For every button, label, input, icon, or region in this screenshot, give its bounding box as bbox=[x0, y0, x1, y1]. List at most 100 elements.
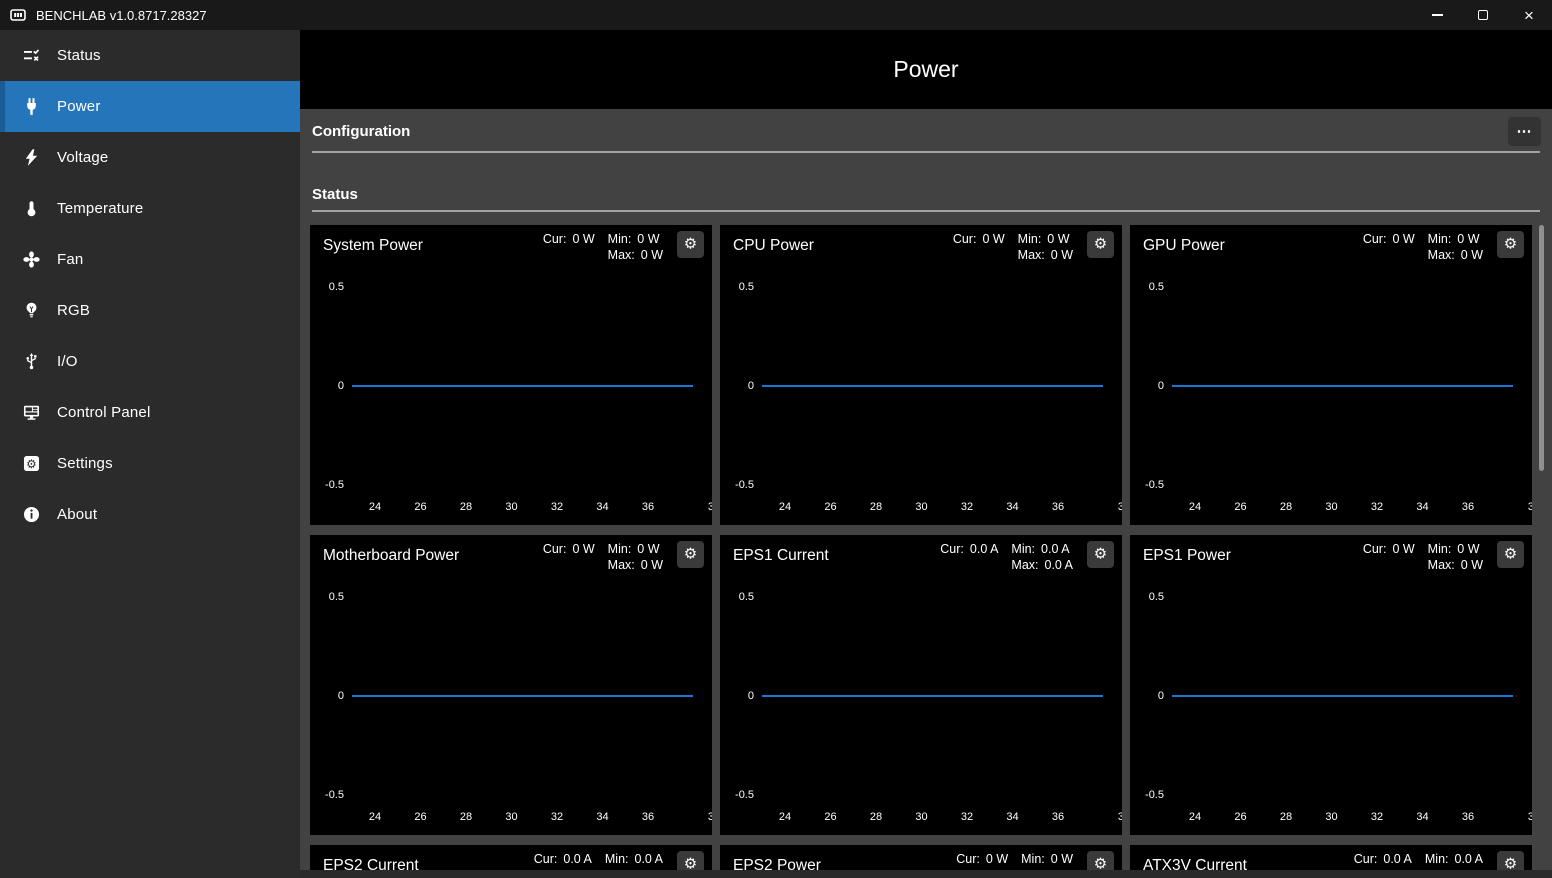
stat-max-label: Max: bbox=[607, 248, 635, 262]
chart-plot: 0.5 0 -0.5 24 26 28 30 32 34 36 38 bbox=[310, 535, 712, 835]
app-logo-icon bbox=[10, 9, 26, 21]
stat-max-label: Max: bbox=[1427, 558, 1455, 572]
chart-card: 0.5 0 -0.5 24 26 28 30 32 34 36 38 CPU Power Cu… bbox=[720, 225, 1122, 525]
stat-cur-label: Cur: bbox=[1362, 232, 1387, 246]
vertical-scrollbar-thumb[interactable] bbox=[1539, 225, 1544, 471]
close-button[interactable]: × bbox=[1506, 0, 1552, 30]
chart-title: CPU Power bbox=[733, 237, 814, 254]
x-axis: 24 26 28 30 32 34 36 38 bbox=[1130, 500, 1532, 515]
x-tick-label: 26 bbox=[414, 811, 427, 823]
stat-min-label: Min: bbox=[1427, 232, 1452, 246]
chart-settings-button[interactable]: ⚙ bbox=[1087, 541, 1114, 568]
x-tick-label: 38 bbox=[1117, 501, 1122, 513]
stat-min-value: 0.0 A bbox=[1454, 852, 1484, 866]
x-tick-label: 28 bbox=[459, 811, 473, 823]
sidebar-item-power[interactable]: Power bbox=[0, 81, 300, 132]
chart-stats: Cur:0 W Min:0 W Max: ⚙ bbox=[956, 851, 1114, 878]
stat-cur-label: Cur: bbox=[952, 232, 977, 246]
y-tick-label: 0.5 bbox=[738, 591, 754, 603]
x-tick-label: 24 bbox=[1188, 811, 1202, 823]
x-tick-label: 26 bbox=[1234, 501, 1247, 513]
sidebar-item-status[interactable]: Status bbox=[0, 30, 300, 81]
sidebar-item-label: RGB bbox=[57, 302, 91, 319]
status-checklist-icon bbox=[21, 46, 41, 66]
x-tick-label: 28 bbox=[459, 501, 473, 513]
y-tick-label: 0 bbox=[337, 690, 344, 702]
y-tick-label: -0.5 bbox=[325, 479, 344, 491]
y-tick-label: 0.5 bbox=[328, 281, 344, 293]
x-tick-label: 24 bbox=[778, 501, 792, 513]
chart-settings-button[interactable]: ⚙ bbox=[677, 541, 704, 568]
stat-max-value: 0 W bbox=[1460, 558, 1483, 572]
series-line bbox=[352, 385, 693, 387]
maximize-button[interactable] bbox=[1460, 0, 1506, 30]
sidebar-item-about[interactable]: About bbox=[0, 489, 300, 540]
y-tick-label: 0 bbox=[1157, 690, 1164, 702]
stat-cur-value: 0 W bbox=[985, 852, 1009, 866]
minimize-button[interactable] bbox=[1414, 0, 1460, 30]
chart-stats: Cur:0.0 A Min:0.0 A Max: ⚙ bbox=[534, 851, 704, 878]
stat-cur-label: Cur: bbox=[940, 542, 964, 556]
stat-cur-value: 0.0 A bbox=[563, 852, 592, 866]
chart-settings-button[interactable]: ⚙ bbox=[1497, 541, 1524, 568]
stat-cur-label: Cur: bbox=[1362, 542, 1387, 556]
stat-cur-value: 0 W bbox=[1392, 542, 1415, 556]
x-tick-label: 36 bbox=[1051, 811, 1065, 823]
stat-min-label: Min: bbox=[1011, 542, 1036, 556]
chart-card: 0.5 0 -0.5 24 26 28 30 32 34 36 38 EPS1 Current… bbox=[720, 535, 1122, 835]
chart-title: GPU Power bbox=[1143, 237, 1225, 254]
x-tick-label: 34 bbox=[1416, 811, 1429, 823]
x-tick-label: 30 bbox=[1325, 501, 1338, 513]
sidebar-item-label: Power bbox=[57, 98, 101, 115]
sidebar-item-io[interactable]: I/O bbox=[0, 336, 300, 387]
sidebar-item-control-panel[interactable]: Control Panel bbox=[0, 387, 300, 438]
chart-stats: Cur: 0 W Min: 0 W Max: 0 W ⚙ bbox=[953, 231, 1114, 263]
gear-icon: ⚙ bbox=[1503, 855, 1518, 873]
chart-plot: 0.5 0 -0.5 24 26 28 30 32 34 36 38 bbox=[1130, 535, 1532, 835]
x-tick-label: 28 bbox=[1279, 811, 1293, 823]
sidebar-item-rgb[interactable]: RGB bbox=[0, 285, 300, 336]
x-tick-label: 32 bbox=[1370, 501, 1384, 513]
main-content: Power Configuration ⋯ Status 0.5 0 -0.5 … bbox=[300, 30, 1552, 878]
stat-max-value: 0 W bbox=[640, 558, 663, 572]
stat-cur-label: Cur: bbox=[542, 232, 567, 246]
sidebar-item-label: Control Panel bbox=[57, 404, 151, 421]
sidebar-item-voltage[interactable]: Voltage bbox=[0, 132, 300, 183]
x-tick-label: 32 bbox=[1370, 811, 1384, 823]
sidebar-item-temperature[interactable]: Temperature bbox=[0, 183, 300, 234]
x-tick-label: 32 bbox=[550, 811, 564, 823]
sidebar-item-settings[interactable]: ⚙ Settings bbox=[0, 438, 300, 489]
chart-card: 0.5 0 -0.5 24 26 28 30 32 34 36 38 GPU Power Cu… bbox=[1130, 225, 1532, 525]
chart-card-header: GPU Power Cur: 0 W Min: 0 W Max: 0 W bbox=[1130, 225, 1532, 263]
chart-card-header: Motherboard Power Cur: 0 W Min: 0 W Max: 0 … bbox=[310, 535, 712, 573]
x-axis: 24 26 28 30 32 34 36 38 bbox=[720, 500, 1122, 515]
fan-icon bbox=[21, 250, 41, 270]
chart-card-header: System Power Cur: 0 W Min: 0 W Max: 0 W bbox=[310, 225, 712, 263]
chart-title: ATX3V Current bbox=[1143, 857, 1247, 874]
sidebar-item-label: About bbox=[57, 506, 98, 523]
chart-settings-button[interactable]: ⚙ bbox=[1497, 231, 1524, 258]
chart-card-header: EPS2 Power Cur:0 W Min:0 W Max: bbox=[720, 845, 1122, 878]
chart-settings-button[interactable]: ⚙ bbox=[677, 231, 704, 258]
y-tick-label: 0.5 bbox=[1148, 591, 1164, 603]
sidebar-item-fan[interactable]: Fan bbox=[0, 234, 300, 285]
stat-max-value: 0 W bbox=[1460, 248, 1483, 262]
y-tick-label: -0.5 bbox=[325, 789, 344, 801]
x-tick-label: 34 bbox=[596, 811, 609, 823]
chart-stats: Cur: 0 W Min: 0 W Max: 0 W ⚙ bbox=[543, 541, 704, 573]
x-axis: 24 26 28 30 32 34 36 38 bbox=[1130, 810, 1532, 825]
gear-icon: ⚙ bbox=[1503, 235, 1518, 253]
chart-settings-button[interactable]: ⚙ bbox=[1087, 231, 1114, 258]
horizontal-scrollbar[interactable] bbox=[300, 870, 1552, 878]
configuration-divider bbox=[312, 151, 1540, 153]
x-tick-label: 36 bbox=[1461, 811, 1475, 823]
stat-cur-value: 0.0 A bbox=[1383, 852, 1412, 866]
chart-card-header: EPS1 Power Cur: 0 W Min: 0 W Max: 0 W bbox=[1130, 535, 1532, 573]
configuration-menu-button[interactable]: ⋯ bbox=[1508, 117, 1541, 146]
gear-icon: ⚙ bbox=[1093, 545, 1108, 563]
x-tick-label: 38 bbox=[707, 811, 712, 823]
gear-icon: ⚙ bbox=[1503, 545, 1518, 563]
y-tick-label: 0.5 bbox=[1148, 281, 1164, 293]
lightbulb-icon bbox=[21, 301, 41, 321]
sidebar-item-label: Status bbox=[57, 47, 101, 64]
